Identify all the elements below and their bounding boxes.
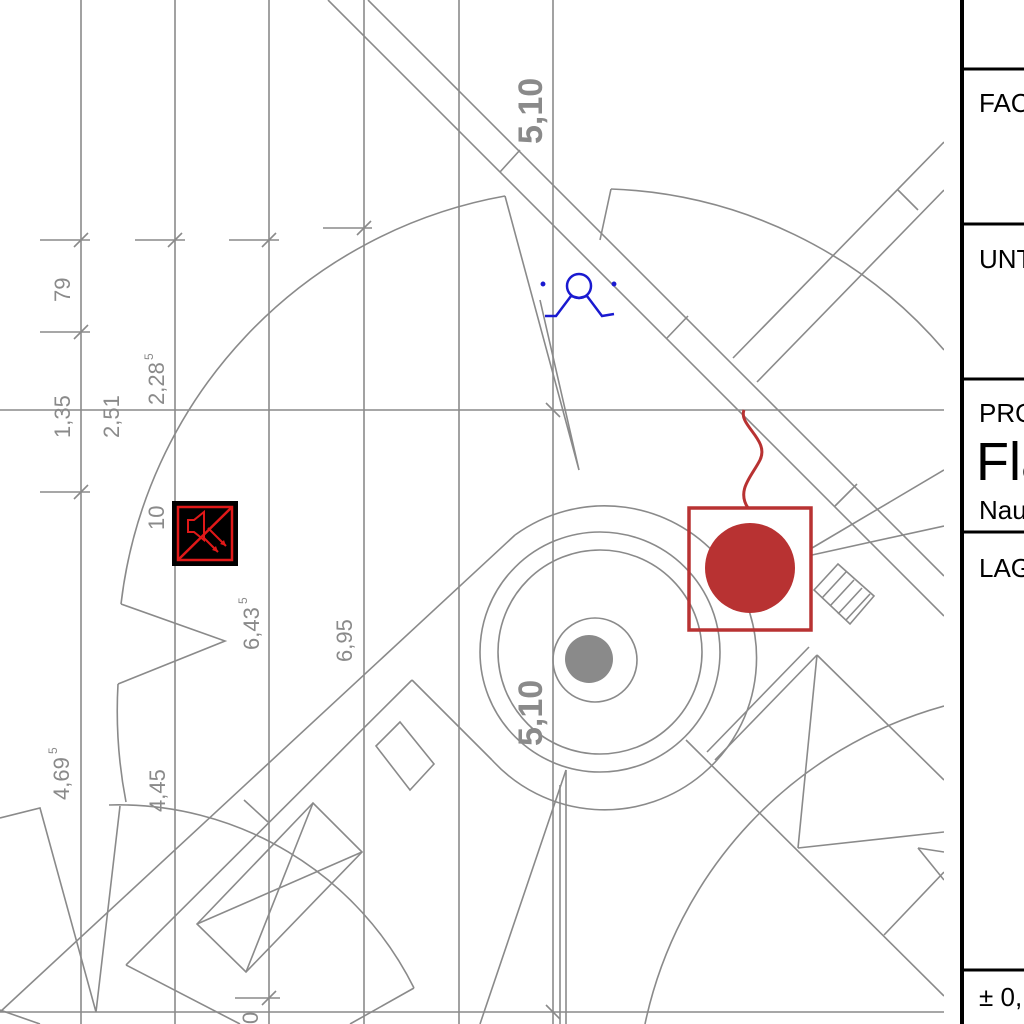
dim-2-28: 2,28 [144, 362, 169, 405]
dim-79: 79 [50, 278, 75, 302]
dimension-ticks [40, 220, 561, 1020]
title-unt-label: UNT [979, 244, 1024, 274]
lower-left-structures [0, 534, 516, 1024]
title-pro-label: PRO [979, 398, 1024, 428]
dim-6-43-sup: 5 [236, 597, 250, 604]
dimension-labels: 79 1,35 2,51 2,28 5 10 6,43 5 6,95 4,69 … [46, 78, 550, 1024]
dim-6-43: 6,43 [239, 607, 264, 650]
dim-1-35: 1,35 [50, 395, 75, 438]
dim-0: 0 [238, 1012, 263, 1024]
dim-5-10-bottom: 5,10 [512, 680, 550, 746]
vertical-grid-lines [80, 0, 554, 1024]
dim-4-69: 4,69 [49, 757, 74, 800]
lower-right-structures [644, 562, 944, 1024]
dim-5-10-top: 5,10 [512, 78, 550, 144]
title-fac-label: FAC [979, 88, 1024, 118]
project-name: Fla [976, 432, 1024, 492]
dim-2-28-sup: 5 [142, 353, 156, 360]
center-rings [479, 505, 758, 811]
dim-4-69-sup: 5 [46, 747, 60, 754]
level-label: ± 0, [979, 982, 1022, 1012]
dim-6-95: 6,95 [332, 619, 357, 662]
alarm-speaker-sign-icon [172, 501, 238, 566]
diagonal-walls [327, 0, 944, 617]
swing-arc-right [599, 188, 944, 351]
dim-2-51: 2,51 [99, 395, 124, 438]
swing-arc-left [116, 195, 580, 803]
dim-4-45: 4,45 [145, 769, 170, 812]
title-lag-label: LAG [979, 553, 1024, 583]
plan-area [0, 0, 944, 1024]
lower-center-structures [479, 769, 567, 1024]
title-block: FAC UNT PRO Fla Nau LAG ± 0, [960, 0, 1024, 1024]
project-subtitle: Nau [979, 495, 1024, 525]
fire-alarm-icon [687, 409, 813, 632]
dim-10: 10 [144, 506, 169, 530]
person-icon [540, 272, 617, 318]
